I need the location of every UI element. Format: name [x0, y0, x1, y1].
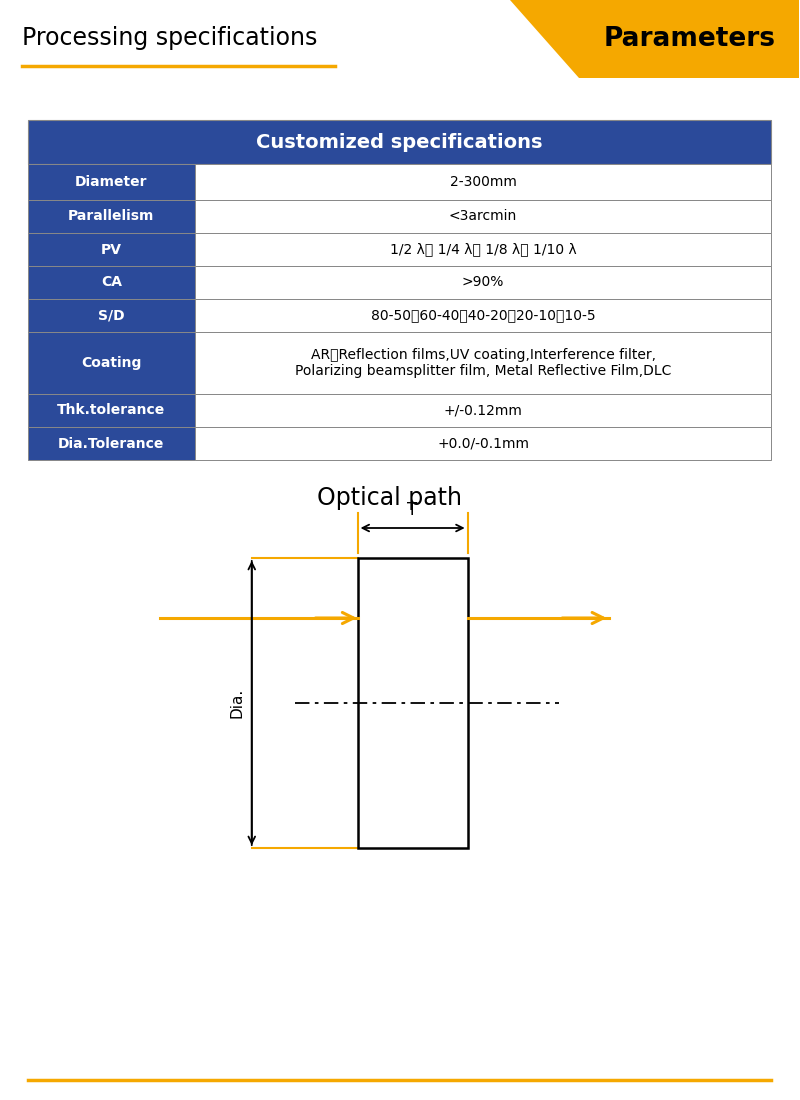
- Text: CA: CA: [101, 275, 122, 289]
- Bar: [28, 200, 195, 233]
- Text: >90%: >90%: [462, 275, 504, 289]
- Text: Diameter: Diameter: [75, 175, 148, 189]
- Bar: [358, 558, 467, 848]
- Text: <3arcmin: <3arcmin: [449, 209, 517, 223]
- Polygon shape: [510, 0, 799, 78]
- Bar: [195, 427, 771, 460]
- Text: Thk.tolerance: Thk.tolerance: [58, 404, 166, 418]
- Bar: [195, 332, 771, 394]
- Bar: [28, 233, 195, 266]
- Text: PV: PV: [101, 242, 122, 256]
- Text: 1/2 λ、 1/4 λ、 1/8 λ、 1/10 λ: 1/2 λ、 1/4 λ、 1/8 λ、 1/10 λ: [390, 242, 577, 256]
- Text: Parallelism: Parallelism: [68, 209, 154, 223]
- Text: Processing specifications: Processing specifications: [22, 26, 318, 50]
- Text: 2-300mm: 2-300mm: [450, 175, 517, 189]
- Bar: [28, 164, 195, 200]
- Text: +/-0.12mm: +/-0.12mm: [444, 404, 522, 418]
- Bar: [195, 266, 771, 299]
- Text: Customized specifications: Customized specifications: [256, 132, 543, 152]
- Bar: [28, 332, 195, 394]
- Text: Dia.Tolerance: Dia.Tolerance: [58, 437, 165, 451]
- Bar: [195, 164, 771, 200]
- Bar: [195, 299, 771, 332]
- Bar: [28, 266, 195, 299]
- Text: Optical path: Optical path: [317, 486, 462, 510]
- Text: S/D: S/D: [98, 308, 125, 322]
- Bar: [28, 299, 195, 332]
- Text: AR、Reflection films,UV coating,Interference filter,
Polarizing beamsplitter film: AR、Reflection films,UV coating,Interfere…: [295, 348, 671, 378]
- Text: Coating: Coating: [82, 356, 142, 370]
- Text: Dia.: Dia.: [230, 688, 244, 718]
- Bar: [28, 120, 771, 164]
- Bar: [28, 394, 195, 427]
- Text: 80-50、60-40、40-20、20-10、10-5: 80-50、60-40、40-20、20-10、10-5: [370, 308, 595, 322]
- Text: Parameters: Parameters: [603, 26, 775, 52]
- Bar: [28, 427, 195, 460]
- Bar: [195, 233, 771, 266]
- Bar: [195, 200, 771, 233]
- Text: +0.0/-0.1mm: +0.0/-0.1mm: [437, 437, 529, 451]
- Bar: [195, 394, 771, 427]
- Text: T: T: [407, 500, 418, 519]
